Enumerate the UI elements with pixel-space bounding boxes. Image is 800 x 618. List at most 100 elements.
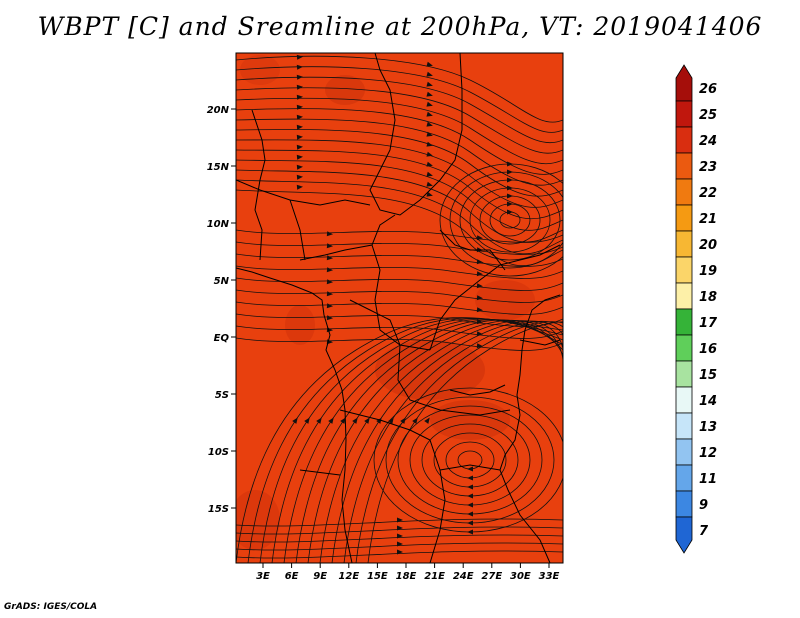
streamline (236, 108, 563, 175)
stream-arrow (426, 101, 433, 107)
lat-label: 15N (207, 162, 230, 173)
streamlines (236, 55, 563, 563)
streamline (236, 301, 563, 315)
streamline (295, 319, 563, 563)
colorbar-swatch (675, 490, 693, 518)
streamline (355, 321, 563, 563)
stream-arrow (296, 54, 303, 60)
streamline (479, 195, 541, 245)
stream-arrow (507, 177, 513, 183)
stream-arrow (412, 417, 418, 424)
stream-arrow (296, 134, 303, 140)
colorbar-label: 17 (699, 316, 718, 331)
stream-arrow (296, 174, 303, 180)
stream-arrow (426, 131, 433, 137)
stream-arrow (467, 466, 473, 472)
stream-arrow (426, 111, 433, 117)
stream-arrow (507, 161, 513, 167)
lon-label: 33E (539, 571, 560, 582)
stream-arrow (507, 209, 513, 215)
streamline (439, 163, 563, 277)
colorbar-swatch (675, 204, 693, 232)
stream-arrow (476, 319, 483, 325)
stream-arrow (507, 185, 513, 191)
streamline (236, 518, 563, 527)
lat-label: 20N (207, 105, 230, 116)
lon-label: 21E (424, 571, 445, 582)
colorbar-label: 14 (699, 394, 717, 409)
stream-arrow (397, 525, 403, 531)
coastlines-borders (236, 53, 561, 563)
stream-arrow (467, 520, 473, 526)
streamline-arrows (292, 54, 513, 555)
stream-arrow (426, 141, 433, 147)
streamline (283, 319, 563, 563)
colorbar-swatch (675, 100, 693, 128)
colorbar-label: 24 (699, 134, 717, 149)
colorbar-label: 20 (699, 238, 717, 253)
lon-label: 27E (481, 571, 502, 582)
colorbar-swatch (675, 256, 693, 284)
streamline (319, 320, 563, 563)
streamline (236, 337, 563, 351)
stream-arrow (476, 271, 483, 277)
streamline (236, 97, 563, 165)
grads-credit: GrADS: IGES/COLA (4, 602, 98, 612)
plot-frame (235, 52, 564, 564)
stream-arrow (426, 81, 433, 87)
streamline (331, 320, 563, 563)
lon-label: 30E (510, 571, 531, 582)
map-title: WBPT [C] and Sreamline at 200hPa, VT: 20… (37, 12, 763, 41)
streamline (236, 550, 563, 559)
colorbar-label: 18 (699, 290, 717, 305)
streamline (236, 289, 563, 303)
colorbar-swatch (675, 308, 693, 336)
colorbar-label: 16 (699, 342, 717, 357)
stream-arrow (476, 331, 483, 337)
streamline (236, 139, 563, 208)
stream-arrow (507, 169, 513, 175)
streamline (236, 66, 563, 133)
stream-arrow (467, 475, 473, 481)
lon-label: 3E (256, 571, 270, 582)
colorbar-swatch (675, 360, 693, 388)
stream-arrow (326, 243, 333, 249)
lon-label: 24E (453, 571, 474, 582)
stream-arrow (292, 417, 298, 424)
streamline (236, 325, 563, 339)
lat-label: 10N (207, 219, 230, 230)
stream-arrow (426, 151, 433, 157)
streamline (271, 318, 563, 563)
colorbar-swatch (675, 230, 693, 258)
lon-label: 18E (396, 571, 417, 582)
colorbar-swatch (675, 178, 693, 206)
colorbar-swatch (675, 438, 693, 466)
latitude-axis: 20N 15N 10N 5N EQ 5S 10S 15S (207, 105, 236, 515)
streamline (409, 414, 531, 506)
stream-arrow (296, 184, 303, 190)
streamline (489, 203, 531, 237)
stream-arrow (326, 279, 333, 285)
colorbar-label: 11 (699, 472, 717, 487)
streamline (433, 432, 507, 488)
stream-arrow (476, 235, 483, 241)
stream-arrow (424, 417, 430, 424)
stream-arrow (467, 502, 473, 508)
colorbar-swatch (675, 126, 693, 154)
lat-label: EQ (214, 333, 230, 344)
colorbar-swatch (675, 516, 693, 554)
streamline (307, 319, 563, 563)
lon-label: 12E (338, 571, 359, 582)
colorbar-swatch (675, 464, 693, 492)
streamline (236, 87, 563, 154)
colorbar-swatch (675, 282, 693, 310)
stream-arrow (326, 291, 333, 297)
colorbar-label: 19 (699, 264, 717, 279)
colorbar-label: 9 (699, 498, 708, 513)
stream-arrow (467, 511, 473, 517)
streamline (343, 320, 563, 563)
lat-label: 5N (214, 276, 230, 287)
stream-arrow (340, 417, 346, 424)
stream-arrow (426, 61, 433, 67)
